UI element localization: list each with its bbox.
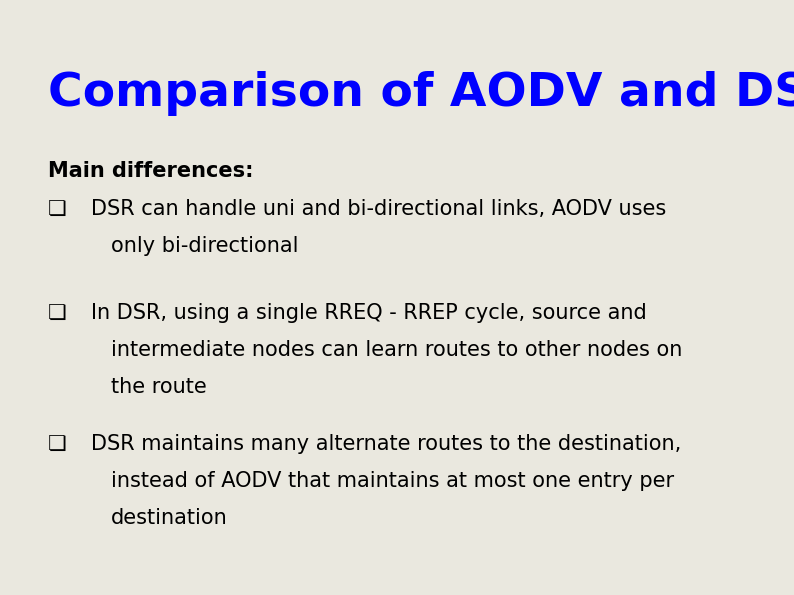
Text: the route: the route [111,377,207,397]
Text: Comparison of AODV and DSR: Comparison of AODV and DSR [48,71,794,117]
Text: instead of AODV that maintains at most one entry per: instead of AODV that maintains at most o… [111,471,674,491]
Text: only bi-directional: only bi-directional [111,236,299,256]
Text: DSR maintains many alternate routes to the destination,: DSR maintains many alternate routes to t… [91,434,681,455]
Text: destination: destination [111,508,228,528]
Text: DSR can handle uni and bi-directional links, AODV uses: DSR can handle uni and bi-directional li… [91,199,666,220]
Text: ❏: ❏ [48,434,67,455]
Text: ❏: ❏ [48,303,67,324]
Text: ❏: ❏ [48,199,67,220]
Text: intermediate nodes can learn routes to other nodes on: intermediate nodes can learn routes to o… [111,340,683,361]
Text: In DSR, using a single RREQ - RREP cycle, source and: In DSR, using a single RREQ - RREP cycle… [91,303,647,324]
Text: Main differences:: Main differences: [48,161,253,181]
